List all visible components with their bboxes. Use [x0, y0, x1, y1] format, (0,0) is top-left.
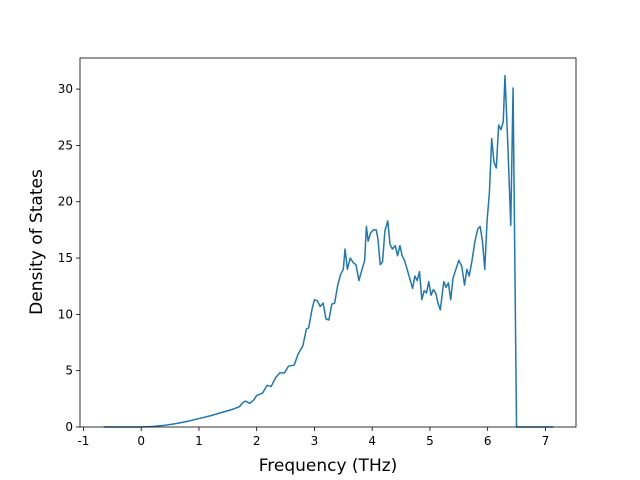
x-tick-label: 0 [137, 434, 145, 448]
y-tick-label: 20 [58, 195, 73, 209]
line [103, 74, 554, 428]
y-tick-label: 0 [65, 420, 73, 434]
y-tick-label: 30 [58, 82, 73, 96]
x-tick-label: 5 [426, 434, 434, 448]
plot-frame [79, 57, 577, 428]
x-tick-label: 4 [368, 434, 376, 448]
y-tick-label: 5 [65, 364, 73, 378]
y-axis-label: Density of States [27, 169, 47, 315]
x-tick-label: -1 [77, 434, 89, 448]
x-tick-label: 1 [195, 434, 203, 448]
x-tick-label: 3 [311, 434, 319, 448]
x-tick-label: 6 [484, 434, 492, 448]
x-tick-label: 7 [542, 434, 550, 448]
x-axis-label: Frequency (THz) [259, 456, 398, 476]
y-tick-label: 25 [58, 138, 73, 152]
y-tick-label: 10 [58, 307, 73, 321]
y-tick-label: 15 [58, 251, 73, 265]
x-tick-label: 2 [253, 434, 261, 448]
